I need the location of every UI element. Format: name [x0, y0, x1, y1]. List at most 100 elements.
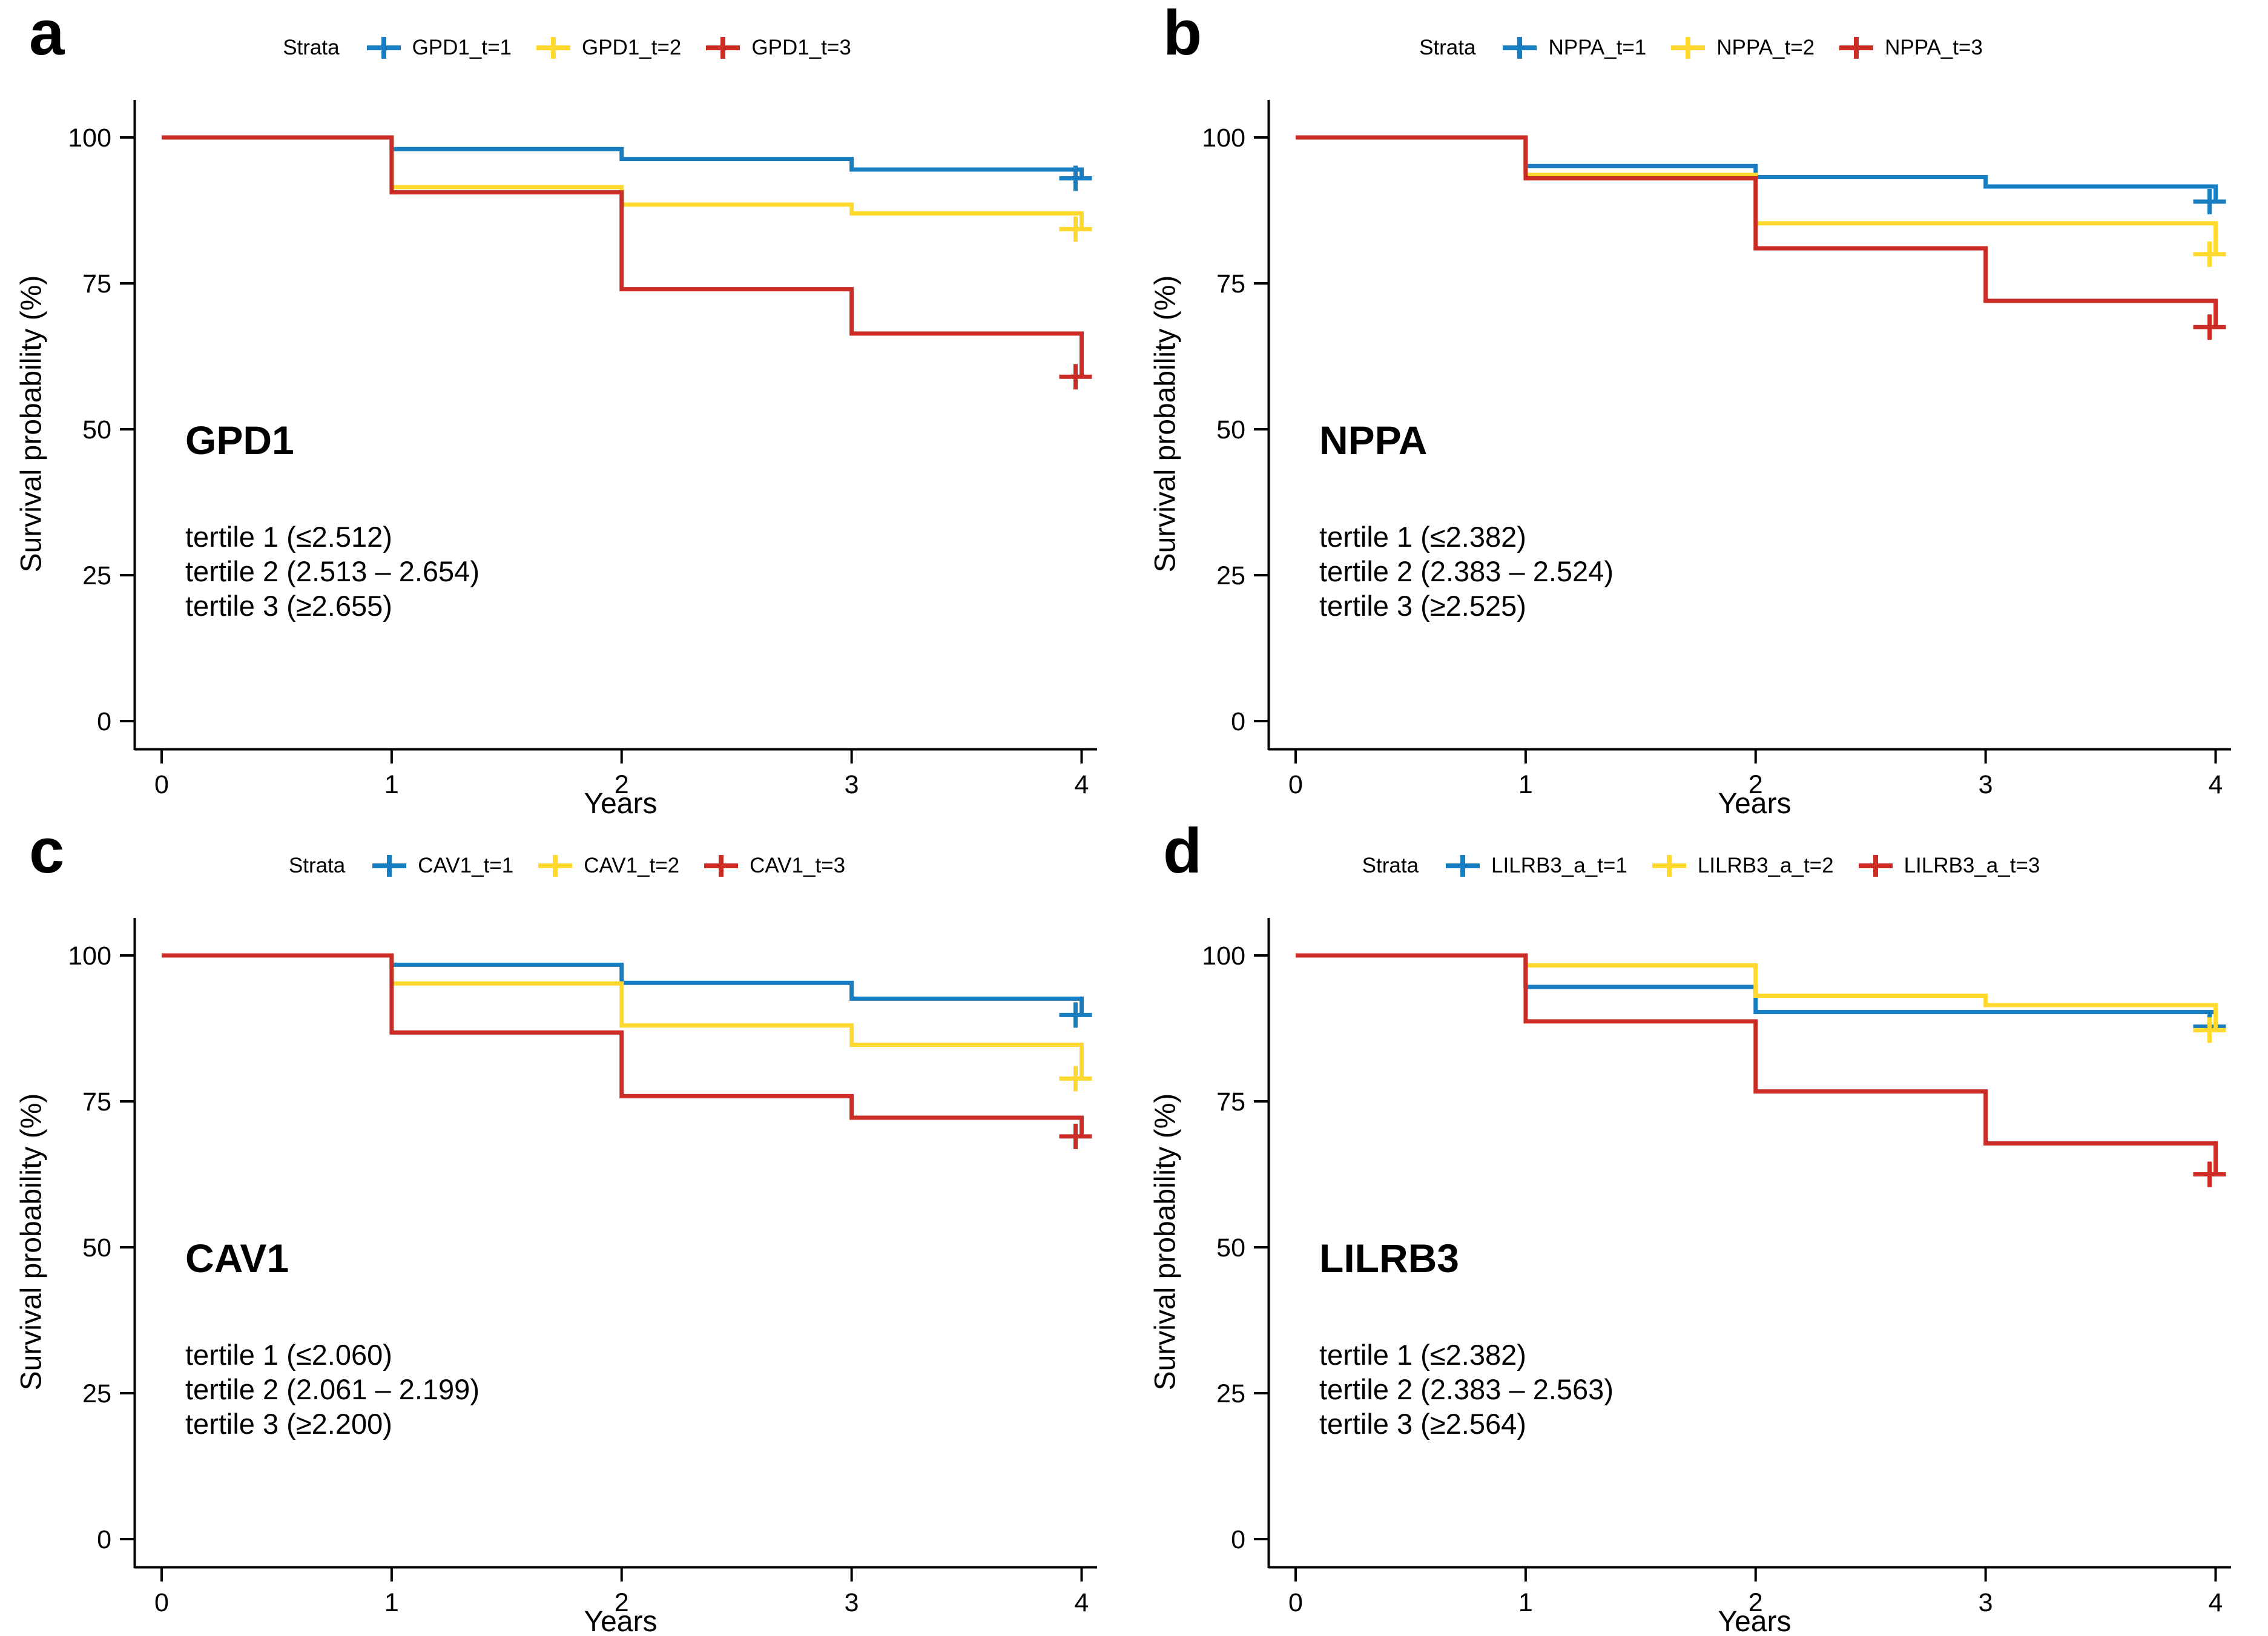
km-panel-c: 100 75 50 25 0 0 1 2 3 4 c Strata CAV1_t=1 CAV1_t…: [0, 818, 1134, 1636]
legend-item: NPPA_t=2: [1669, 34, 1815, 62]
gene-name: LILRB3: [1319, 1236, 1459, 1281]
x-tick-label: 4: [2209, 770, 2223, 799]
legend-item: LILRB3_a_t=3: [1857, 852, 2040, 880]
x-tick-label: 1: [384, 770, 399, 799]
tertile-line: tertile 1 (≤2.060): [185, 1339, 392, 1371]
x-tick-label: 2: [615, 770, 629, 799]
censor-plus-line-icon: [1652, 855, 1686, 877]
km-plot-c: 100 75 50 25 0 0 1 2 3 4: [68, 918, 1097, 1617]
y-tick-label: 50: [82, 415, 111, 444]
tertile-annotation: tertile 1 (≤2.512) tertile 2 (2.513 – 2.…: [185, 519, 480, 623]
legend-item: CAV1_t=1: [371, 852, 513, 880]
x-tick-label: 3: [845, 770, 859, 799]
legend-item-label: GPD1_t=1: [412, 36, 512, 59]
x-tick-label: 0: [1288, 1588, 1303, 1617]
panel-letter: b: [1163, 0, 1202, 68]
legend-item-label: LILRB3_a_t=1: [1491, 854, 1627, 877]
y-tick-label: 50: [1216, 1233, 1245, 1262]
censor-plus-line-icon: [1503, 37, 1537, 59]
km-panel-d: 100 75 50 25 0 0 1 2 3 4 d Strata LILRB3_a_t=1 LI…: [1134, 818, 2268, 1636]
censor-plus-line-icon: [704, 855, 739, 877]
tertile-line: tertile 2 (2.513 – 2.654): [185, 555, 480, 587]
legend-item: CAV1_t=2: [536, 852, 679, 880]
x-tick-label: 3: [845, 1588, 859, 1617]
censor-plus-line-icon: [706, 37, 740, 59]
tertile-line: tertile 1 (≤2.512): [185, 521, 392, 553]
tertile-annotation: tertile 1 (≤2.060) tertile 2 (2.061 – 2.…: [185, 1337, 480, 1441]
tertile-line: tertile 2 (2.061 – 2.199): [185, 1373, 480, 1405]
legend-item: GPD1_t=2: [535, 34, 681, 62]
y-tick-label: 25: [1216, 1379, 1245, 1408]
legend-item-label: CAV1_t=1: [418, 854, 514, 877]
legend-item: GPD1_t=1: [365, 34, 512, 62]
km-plot-d: 100 75 50 25 0 0 1 2 3 4: [1202, 918, 2231, 1617]
x-tick-label: 1: [1518, 1588, 1533, 1617]
y-axis-title: Survival probability (%): [1149, 275, 1182, 573]
censor-plus-line-icon: [1858, 855, 1893, 877]
legend: Strata NPPA_t=1 NPPA_t=2 NPPA_t=3: [1134, 34, 2268, 62]
censor-plus-line-icon: [536, 37, 570, 59]
legend-item-label: NPPA_t=1: [1548, 36, 1647, 59]
legend-item: NPPA_t=3: [1838, 34, 1983, 62]
legend-item-label: NPPA_t=3: [1885, 36, 1983, 59]
legend-item: LILRB3_a_t=2: [1650, 852, 1834, 880]
km-curve: [1296, 953, 2218, 1031]
tertile-line: tertile 2 (2.383 – 2.524): [1319, 555, 1614, 587]
legend-title: Strata: [1362, 854, 1419, 877]
legend-item-label: GPD1_t=2: [581, 36, 682, 59]
tertile-line: tertile 1 (≤2.382): [1319, 1339, 1526, 1371]
x-tick-label: 3: [1979, 770, 1993, 799]
gene-name: GPD1: [185, 418, 294, 463]
x-tick-label: 2: [1749, 1588, 1763, 1617]
y-tick-label: 0: [97, 707, 111, 736]
km-curve: [1296, 135, 2218, 328]
y-tick-label: 75: [1216, 269, 1245, 299]
km-curve: [162, 953, 1084, 1136]
legend-item-label: CAV1_t=2: [584, 854, 680, 877]
censor-plus-line-icon: [366, 37, 401, 59]
legend-title: Strata: [1419, 36, 1476, 59]
y-tick-label: 0: [1231, 707, 1245, 736]
gene-name: CAV1: [185, 1236, 289, 1281]
legend-item: CAV1_t=3: [702, 852, 845, 880]
x-axis-title: Years: [584, 788, 658, 818]
y-tick-label: 50: [82, 1233, 111, 1262]
legend-item-label: GPD1_t=3: [751, 36, 851, 59]
x-tick-label: 0: [1288, 770, 1303, 799]
x-tick-label: 2: [1749, 770, 1763, 799]
x-tick-label: 4: [1075, 770, 1089, 799]
y-tick-label: 100: [68, 124, 111, 153]
legend: Strata CAV1_t=1 CAV1_t=2 CAV1_t=3: [0, 852, 1134, 880]
legend-item-label: CAV1_t=3: [750, 854, 846, 877]
x-tick-label: 0: [154, 1588, 169, 1617]
legend-title: Strata: [283, 36, 340, 59]
x-tick-label: 2: [615, 1588, 629, 1617]
x-axis-title: Years: [584, 1606, 658, 1636]
legend-title: Strata: [288, 854, 346, 877]
legend: Strata GPD1_t=1 GPD1_t=2 GPD1_t=3: [0, 34, 1134, 62]
tertile-line: tertile 3 (≥2.200): [185, 1408, 392, 1440]
y-axis-title: Survival probability (%): [1149, 1093, 1182, 1391]
censor-plus-line-icon: [1446, 855, 1480, 877]
y-tick-label: 50: [1216, 415, 1245, 444]
x-axis-title: Years: [1718, 788, 1792, 818]
panel-letter: a: [29, 0, 65, 68]
y-tick-label: 0: [97, 1525, 111, 1554]
y-tick-label: 75: [82, 269, 111, 299]
censor-plus-line-icon: [538, 855, 573, 877]
legend-item-label: NPPA_t=2: [1716, 36, 1815, 59]
tertile-line: tertile 2 (2.383 – 2.563): [1319, 1373, 1614, 1405]
tertile-line: tertile 3 (≥2.564): [1319, 1408, 1526, 1440]
x-tick-label: 1: [1518, 770, 1533, 799]
km-plot-b: 100 75 50 25 0 0 1 2 3 4: [1202, 100, 2231, 799]
tertile-annotation: tertile 1 (≤2.382) tertile 2 (2.383 – 2.…: [1319, 519, 1614, 623]
y-tick-label: 75: [82, 1087, 111, 1117]
x-tick-label: 4: [2209, 1588, 2223, 1617]
km-plot-a: 100 75 50 25 0 0 1 2 3 4: [68, 100, 1097, 799]
censor-plus-line-icon: [1671, 37, 1706, 59]
censor-plus-line-icon: [1839, 37, 1874, 59]
y-axis-title: Survival probability (%): [15, 275, 48, 573]
x-tick-label: 1: [384, 1588, 399, 1617]
km-curve: [1296, 953, 2218, 1175]
